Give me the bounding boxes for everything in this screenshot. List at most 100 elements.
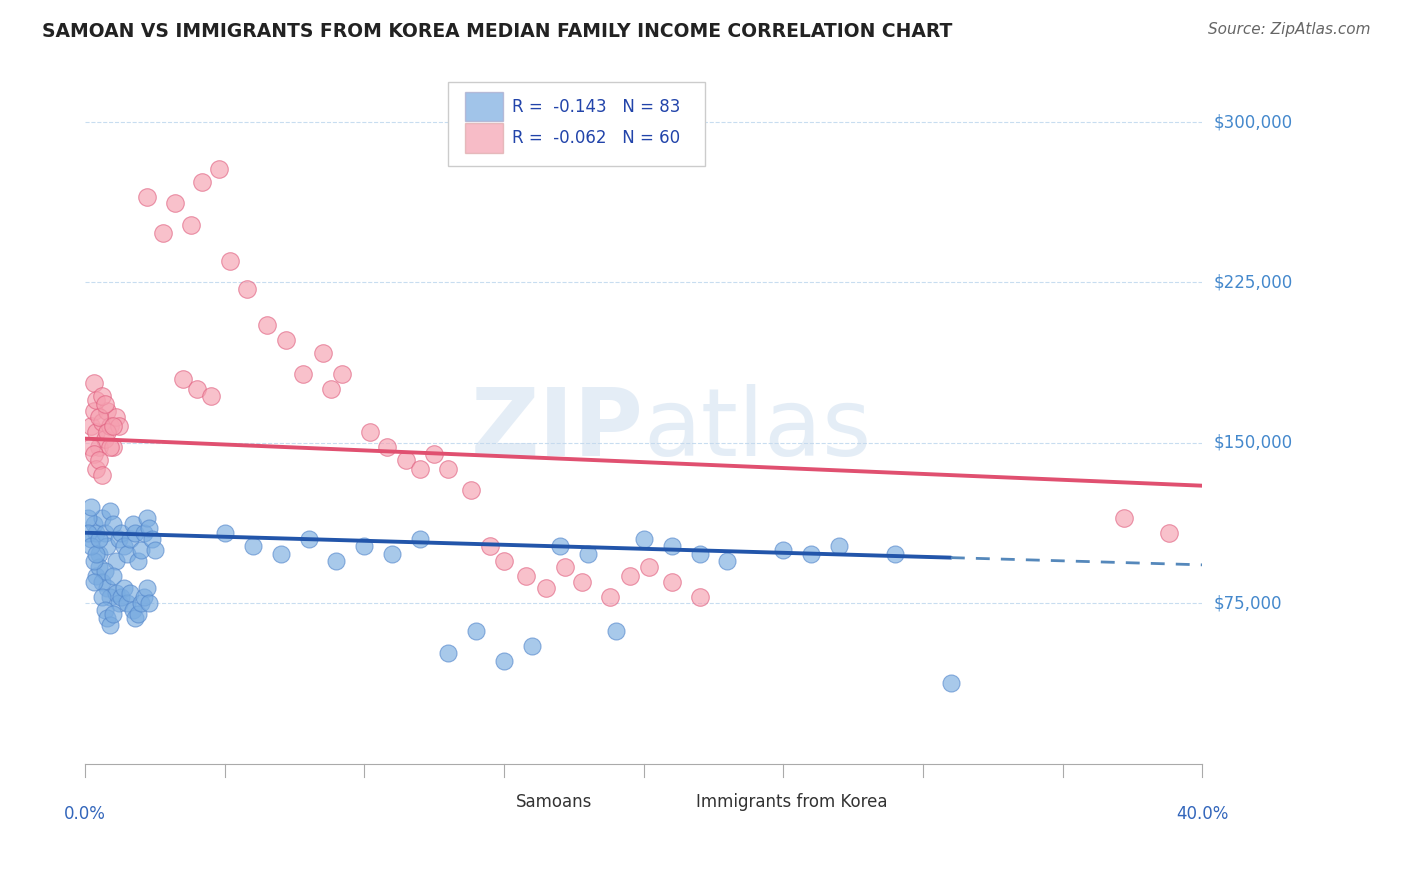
Point <box>534 582 557 596</box>
Point <box>297 532 319 546</box>
Text: Immigrants from Korea: Immigrants from Korea <box>696 793 887 811</box>
Point <box>395 453 418 467</box>
Point <box>437 461 460 475</box>
Point <box>409 461 432 475</box>
Point <box>132 590 155 604</box>
Point <box>98 440 121 454</box>
Point <box>96 404 118 418</box>
Point <box>236 282 259 296</box>
Point <box>152 226 174 240</box>
Point <box>132 525 155 540</box>
Point <box>121 603 143 617</box>
Point <box>124 525 146 540</box>
Point <box>118 585 141 599</box>
Point <box>86 568 108 582</box>
Point <box>319 383 342 397</box>
Point <box>80 500 103 514</box>
Point <box>353 539 375 553</box>
Point <box>83 447 105 461</box>
FancyBboxPatch shape <box>465 123 503 153</box>
Point <box>112 582 135 596</box>
Point <box>87 560 110 574</box>
Point <box>93 432 115 446</box>
Point <box>242 539 264 553</box>
Point <box>375 440 398 454</box>
Point <box>800 547 823 561</box>
Point <box>465 624 488 639</box>
Point <box>112 539 135 553</box>
Point <box>98 590 121 604</box>
Point <box>186 383 208 397</box>
Text: 40.0%: 40.0% <box>1175 805 1229 823</box>
Text: R =  -0.062   N = 60: R = -0.062 N = 60 <box>512 129 681 147</box>
Point <box>121 517 143 532</box>
Text: Samoans: Samoans <box>516 793 593 811</box>
Point <box>437 646 460 660</box>
Point <box>86 547 108 561</box>
Point <box>93 397 115 411</box>
Point <box>110 590 132 604</box>
Point <box>98 504 121 518</box>
Point <box>83 574 105 589</box>
Point <box>96 425 118 440</box>
Point <box>107 418 129 433</box>
Point <box>141 532 163 546</box>
Point <box>127 607 149 621</box>
Point <box>80 532 103 546</box>
Point <box>90 574 112 589</box>
Point <box>276 333 298 347</box>
Point <box>118 532 141 546</box>
Point <box>772 542 794 557</box>
Point <box>689 547 711 561</box>
Point <box>90 590 112 604</box>
Point <box>638 560 661 574</box>
Point <box>101 440 124 454</box>
Point <box>86 525 108 540</box>
Point <box>172 372 194 386</box>
Point <box>93 525 115 540</box>
Point <box>135 510 157 524</box>
Text: $225,000: $225,000 <box>1213 274 1292 292</box>
Point <box>138 521 160 535</box>
Point <box>107 596 129 610</box>
Point <box>605 624 627 639</box>
Point <box>325 553 347 567</box>
Point <box>96 611 118 625</box>
Point <box>460 483 482 497</box>
Point <box>939 675 962 690</box>
Point <box>214 525 236 540</box>
Point <box>129 596 152 610</box>
Point <box>87 453 110 467</box>
Point <box>576 547 599 561</box>
Point <box>93 603 115 617</box>
Point <box>520 639 543 653</box>
Point <box>423 447 446 461</box>
Point <box>124 611 146 625</box>
Point <box>87 410 110 425</box>
Point <box>90 510 112 524</box>
Point <box>127 553 149 567</box>
Point <box>599 590 621 604</box>
Point <box>1157 525 1180 540</box>
Point <box>104 553 127 567</box>
Point <box>492 553 515 567</box>
Point <box>77 525 100 540</box>
Point <box>256 318 278 333</box>
Point <box>115 547 138 561</box>
Point <box>129 542 152 557</box>
Point <box>381 547 404 561</box>
Point <box>716 553 738 567</box>
Point <box>135 582 157 596</box>
Point <box>80 539 103 553</box>
Point <box>101 568 124 582</box>
Point <box>661 574 683 589</box>
Point <box>90 468 112 483</box>
Point <box>83 553 105 567</box>
Point <box>219 254 242 268</box>
Text: SAMOAN VS IMMIGRANTS FROM KOREA MEDIAN FAMILY INCOME CORRELATION CHART: SAMOAN VS IMMIGRANTS FROM KOREA MEDIAN F… <box>42 22 952 41</box>
Point <box>87 532 110 546</box>
Point <box>86 425 108 440</box>
Point <box>548 539 571 553</box>
Point <box>884 547 907 561</box>
Text: atlas: atlas <box>644 384 872 476</box>
